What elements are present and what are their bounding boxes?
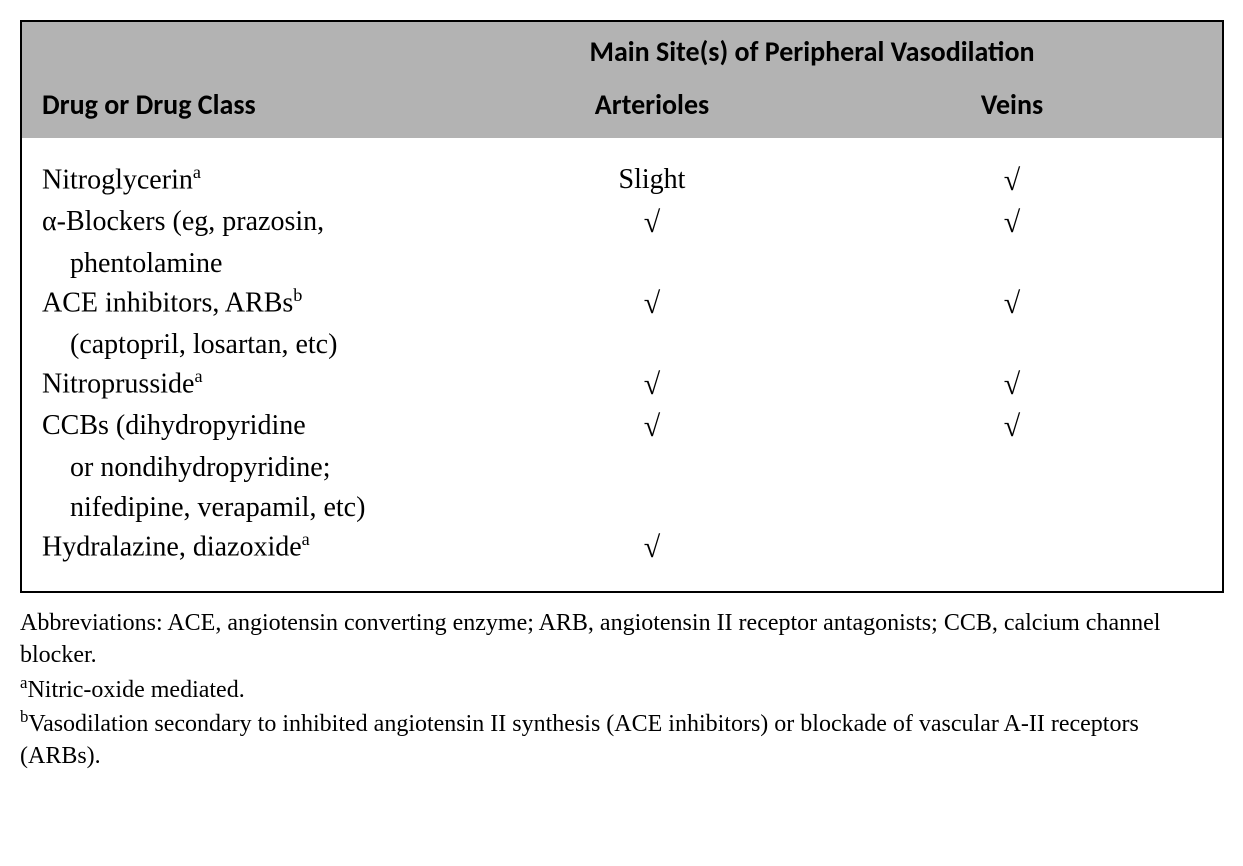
arterioles-cell: √	[482, 527, 822, 569]
veins-cell: √	[822, 283, 1202, 325]
footnote-b-text: Vasodilation secondary to inhibited angi…	[20, 711, 1139, 769]
veins-cell: √	[822, 406, 1202, 448]
table-row-cont: or nondihydropyridine;	[42, 448, 1202, 487]
drug-name: -Blockers (eg, prazosin,	[57, 206, 324, 237]
arterioles-cell: √	[482, 283, 822, 325]
footnote-marker: a	[302, 529, 310, 549]
column-headers-row: Drug or Drug Class Arterioles Veins	[42, 87, 1202, 122]
drug-label-cont: phentolamine	[42, 244, 499, 283]
table-header: Main Site(s) of Peripheral Vasodilation …	[22, 22, 1222, 138]
table-row-cont: (captopril, losartan, etc)	[42, 325, 1202, 364]
table-row: Nitroprussidea √ √	[42, 364, 1202, 406]
arterioles-cell: Slight	[482, 160, 822, 199]
table-row-cont: nifedipine, verapamil, etc)	[42, 488, 1202, 527]
drug-label-cont: (captopril, losartan, etc)	[42, 325, 499, 364]
drug-name: Hydralazine, diazoxide	[42, 531, 302, 562]
drug-name: ACE inhibitors, ARBs	[42, 288, 293, 319]
arterioles-cell: √	[482, 202, 822, 244]
veins-cell: √	[822, 160, 1202, 202]
col-header-arterioles: Arterioles	[482, 87, 822, 122]
drug-name: CCBs (dihydropyridine	[42, 410, 306, 441]
table-row-cont: phentolamine	[42, 244, 1202, 283]
vasodilation-table: Main Site(s) of Peripheral Vasodilation …	[20, 20, 1224, 593]
col-header-drug: Drug or Drug Class	[42, 87, 482, 122]
table-body: Nitroglycerina Slight √ α-Blockers (eg, …	[22, 138, 1222, 591]
drug-label: Nitroglycerina	[42, 160, 482, 200]
footnote-a-text: Nitric-oxide mediated.	[27, 677, 244, 703]
footnotes: Abbreviations: ACE, angiotensin converti…	[20, 607, 1220, 773]
col-header-veins: Veins	[822, 87, 1202, 122]
spanning-header: Main Site(s) of Peripheral Vasodilation	[422, 34, 1202, 69]
alpha-symbol: α	[42, 206, 57, 237]
arterioles-cell: √	[482, 364, 822, 406]
arterioles-cell: √	[482, 406, 822, 448]
drug-label: CCBs (dihydropyridine	[42, 406, 482, 445]
abbreviations-note: Abbreviations: ACE, angiotensin converti…	[20, 607, 1220, 672]
drug-label-cont: or nondihydropyridine;	[42, 448, 499, 487]
drug-label: α-Blockers (eg, prazosin,	[42, 202, 482, 241]
footnote-b: bVasodilation secondary to inhibited ang…	[20, 706, 1220, 773]
footnote-marker: a	[193, 162, 201, 182]
veins-cell: √	[822, 202, 1202, 244]
drug-label: Nitroprussidea	[42, 364, 482, 404]
drug-label-cont: nifedipine, verapamil, etc)	[42, 488, 499, 527]
footnote-marker: b	[293, 285, 302, 305]
drug-name: Nitroprusside	[42, 369, 194, 400]
drug-name: Nitroglycerin	[42, 164, 193, 195]
veins-cell: √	[822, 364, 1202, 406]
table-row: CCBs (dihydropyridine √ √	[42, 406, 1202, 448]
drug-label: Hydralazine, diazoxidea	[42, 527, 482, 567]
table-row: α-Blockers (eg, prazosin, √ √	[42, 202, 1202, 244]
footnote-marker: a	[194, 366, 202, 386]
drug-label: ACE inhibitors, ARBsb	[42, 283, 482, 323]
table-row: Hydralazine, diazoxidea √	[42, 527, 1202, 569]
table-row: ACE inhibitors, ARBsb √ √	[42, 283, 1202, 325]
table-row: Nitroglycerina Slight √	[42, 160, 1202, 202]
footnote-a: aNitric-oxide mediated.	[20, 672, 1220, 706]
